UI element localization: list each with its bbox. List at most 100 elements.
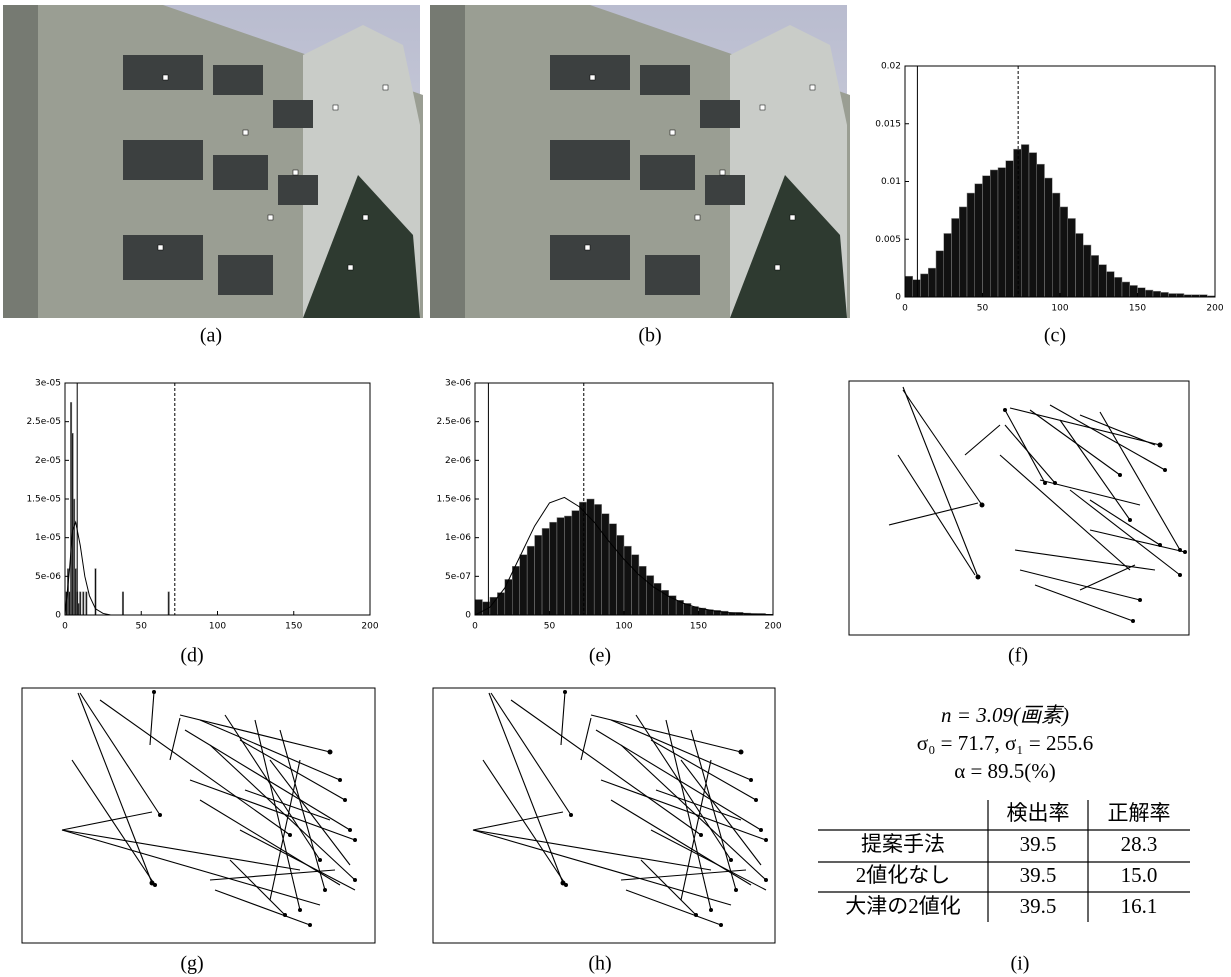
fit-curve: [474, 496, 774, 616]
x-tick-label: 50: [977, 304, 989, 314]
table-cell: 39.5: [1020, 894, 1057, 918]
hist-bar: [974, 183, 983, 298]
panel-label: (c): [1044, 325, 1066, 347]
x-tick-label: 50: [544, 622, 556, 632]
match-box-f: [848, 380, 1190, 636]
y-tick-label: 5e-07: [445, 572, 471, 582]
hist-bar: [928, 267, 937, 298]
y-tick-label: 0.005: [875, 235, 901, 245]
hist-bar: [997, 167, 1006, 298]
x-tick-label: 50: [136, 622, 148, 632]
y-tick-label: 0.015: [875, 119, 901, 129]
table-cell: 39.5: [1020, 863, 1057, 887]
panel-label: (b): [638, 325, 661, 347]
hist-bar: [1028, 152, 1037, 298]
hist-bar: [951, 218, 960, 298]
y-tick-label: 0: [55, 611, 61, 621]
panel-label: (e): [589, 645, 611, 667]
hist-bar: [608, 523, 617, 616]
x-tick-label: 0: [472, 622, 478, 632]
hist-bar: [1075, 233, 1084, 298]
hist-bar: [1129, 285, 1138, 298]
result-table: 検出率 正解率 提案手法 39.5 28.3 2値化なし 39.5 15.0 大…: [818, 800, 1190, 922]
y-tick-label: 2e-05: [35, 456, 61, 466]
table-header: 正解率: [1108, 801, 1171, 825]
hist-bar: [1090, 255, 1099, 298]
table-cell: 2値化なし: [856, 863, 951, 887]
panel-label: (a): [200, 325, 222, 347]
hist-bar: [1013, 148, 1022, 298]
hist-bar: [512, 566, 520, 616]
hist-bar: [616, 535, 625, 616]
x-tick-label: 200: [361, 622, 378, 632]
hist-bar: [564, 515, 573, 616]
hist-bar: [1059, 206, 1068, 298]
hist-bar: [1052, 192, 1061, 298]
hist-bar: [982, 175, 991, 298]
hist-bar: [1145, 289, 1154, 298]
hist-bar: [1152, 290, 1161, 298]
y-tick-label: 1.5e-05: [26, 495, 61, 505]
match-box-g: [21, 687, 376, 944]
bar: [79, 591, 82, 616]
x-tick-label: 0: [62, 622, 68, 632]
hist-bar: [534, 535, 543, 616]
hist-bar: [1114, 277, 1123, 298]
param: n = 3.09(画素): [941, 703, 1069, 727]
hist-bar: [1036, 163, 1045, 298]
table-cell: 15.0: [1121, 863, 1158, 887]
x-tick-label: 100: [209, 622, 226, 632]
fit-curve: [64, 520, 111, 616]
x-tick-label: 200: [1206, 304, 1223, 314]
param: σ₀ = 71.7, σ₁ = 255.6: [917, 731, 1093, 755]
y-tick-label: 1e-06: [445, 533, 471, 543]
y-tick-label: 2.5e-05: [26, 417, 61, 427]
bar: [121, 591, 124, 616]
x-tick-label: 200: [764, 622, 781, 632]
hist-bar: [593, 504, 602, 616]
x-tick-label: 100: [1051, 304, 1068, 314]
y-tick-label: 0: [895, 293, 901, 303]
panel-label: (d): [180, 645, 203, 667]
y-tick-label: 5e-06: [35, 572, 61, 582]
hist-bar: [623, 545, 632, 616]
plot-frame: [64, 382, 371, 616]
y-tick-label: 0.01: [881, 177, 901, 187]
bar: [167, 591, 170, 616]
x-tick-label: 150: [1129, 304, 1146, 314]
bar: [82, 591, 85, 616]
panel-label: (h): [588, 953, 611, 975]
y-tick-label: 1e-05: [35, 533, 61, 543]
hist-bar: [541, 528, 550, 616]
x-tick-label: 150: [285, 622, 302, 632]
photo-a: [2, 4, 424, 319]
hist-bar: [904, 275, 913, 298]
y-tick-label: 1.5e-06: [436, 495, 471, 505]
hist-bar: [912, 279, 921, 298]
hist-bar: [579, 501, 587, 616]
hist-bar: [549, 521, 558, 616]
table-cell: 16.1: [1121, 894, 1158, 918]
hist-bar: [571, 510, 580, 616]
hist-bar: [943, 233, 952, 298]
hist-bar: [526, 545, 535, 616]
hist-bar: [1083, 244, 1092, 298]
y-tick-label: 0.02: [881, 62, 901, 72]
hist-bar: [920, 273, 929, 298]
photo-b: [429, 4, 851, 319]
y-tick-label: 3e-06: [445, 379, 471, 389]
hist-bar: [1067, 218, 1076, 298]
table-cell: 大津の2値化: [845, 894, 961, 918]
x-tick-label: 150: [690, 622, 707, 632]
table-header: 検出率: [1007, 801, 1070, 825]
hist-bar: [1176, 293, 1185, 298]
hist-bar: [1160, 292, 1169, 298]
matches-g: [61, 689, 358, 928]
table-cell: 39.5: [1020, 832, 1057, 856]
hist-bar: [631, 554, 640, 616]
table-cell: 28.3: [1121, 832, 1158, 856]
hist-bar: [966, 192, 975, 298]
panel-label: (g): [180, 953, 203, 975]
